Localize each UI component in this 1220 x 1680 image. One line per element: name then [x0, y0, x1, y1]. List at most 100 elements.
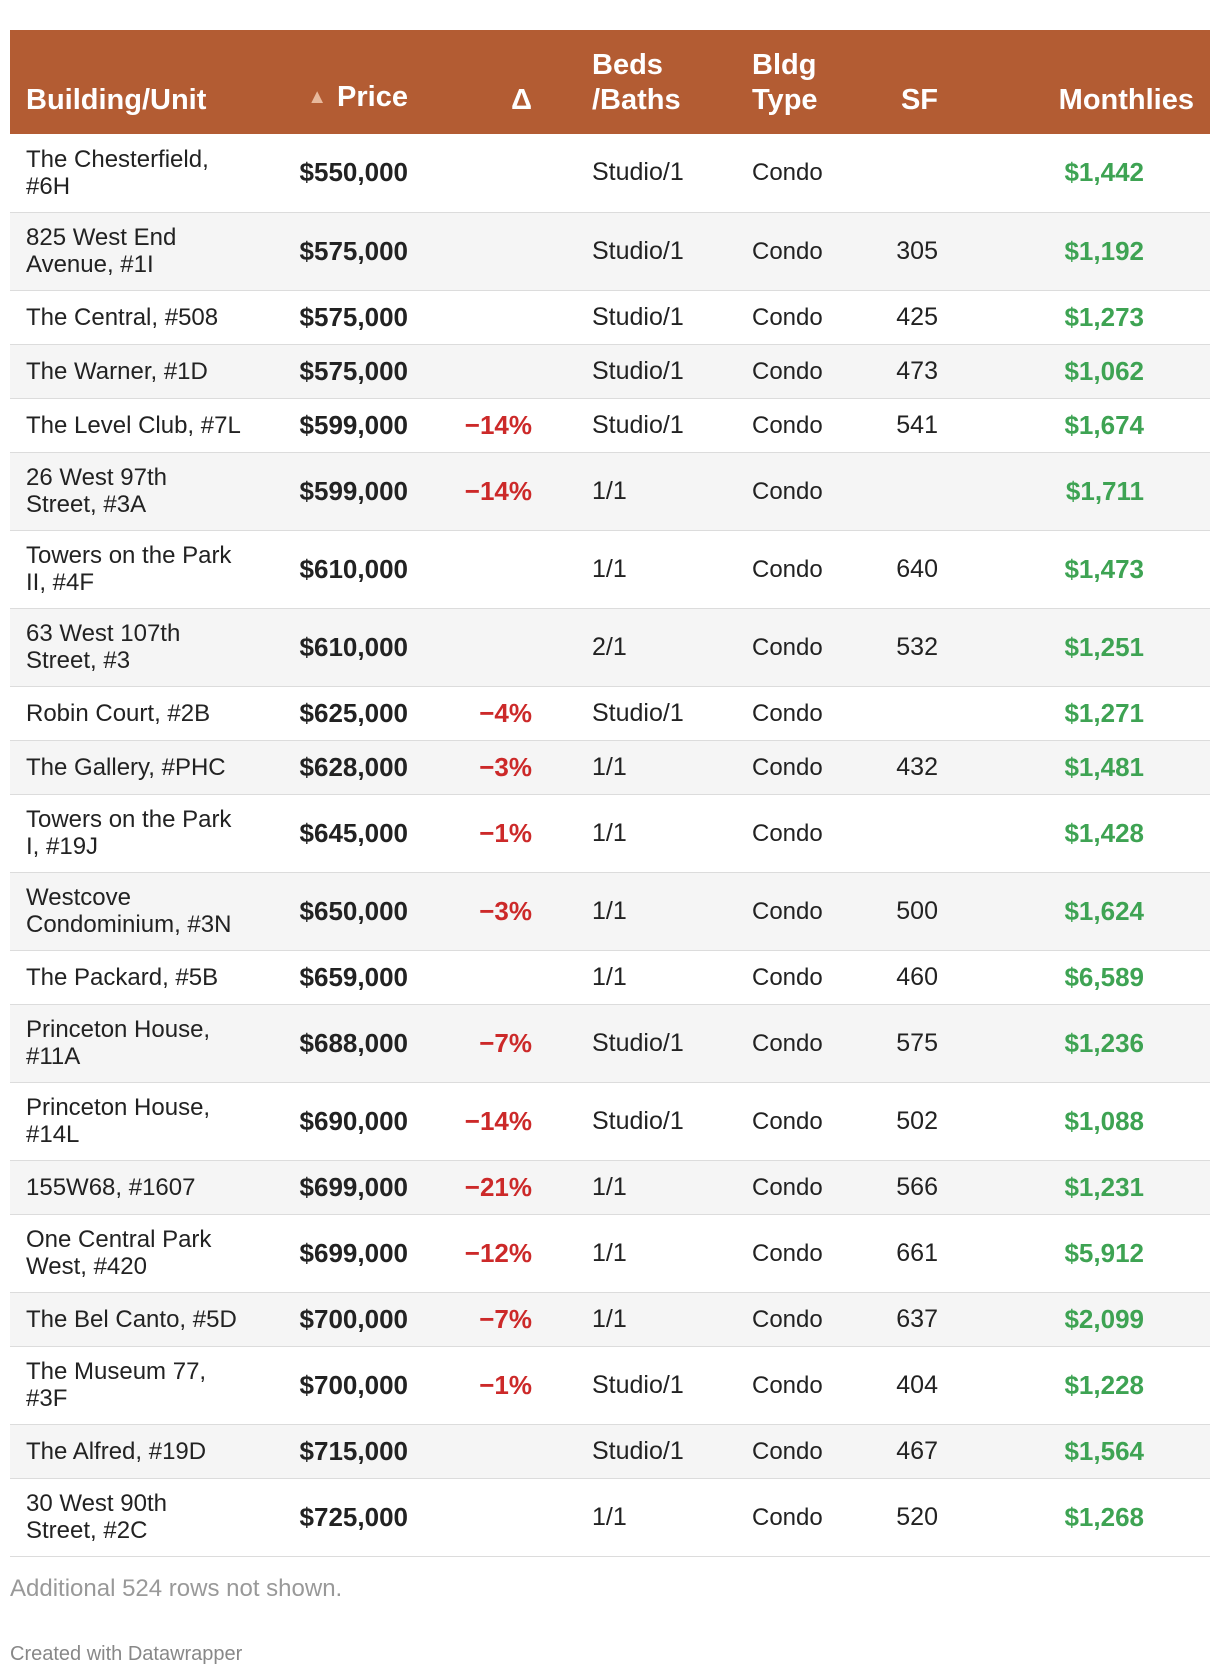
cell-building-line2: I, #19J: [26, 833, 99, 860]
cell-beds-value: Studio/1: [592, 1370, 684, 1399]
cell-delta-value: −3%: [479, 895, 532, 926]
cell-type-value: Condo: [752, 1173, 823, 1201]
table-row: Towers on the Park II, #4F $610,000 1/1 Cond…: [10, 530, 1210, 609]
cell-beds-baths: 1/1: [592, 950, 752, 1005]
cell-building-type: Condo: [752, 1346, 852, 1425]
column-header-monthlies[interactable]: Monthlies: [938, 30, 1210, 134]
cell-delta: −1%: [408, 794, 532, 873]
table-row: Princeton House, #14L $690,000 −14% Studio/1…: [10, 1082, 1210, 1161]
table-row: One Central Park West, #420 $699,000 −12% 1/…: [10, 1214, 1210, 1293]
cell-building-line2: #11A: [26, 1043, 81, 1070]
cell-building-line1: 30 West 90th: [26, 1490, 167, 1517]
cell-monthlies: $6,589: [938, 950, 1210, 1005]
cell-building-line2: Street, #3: [26, 647, 131, 674]
cell-monthlies-value: $1,442: [1064, 157, 1144, 188]
cell-beds-baths: 1/1: [592, 452, 752, 531]
cell-price-value: $700,000: [299, 1369, 408, 1400]
cell-price: $575,000: [280, 290, 408, 345]
cell-monthlies: $1,251: [938, 608, 1210, 687]
cell-building-line1: 825 West End: [26, 224, 177, 251]
cell-beds-value: Studio/1: [592, 356, 684, 385]
cell-sf: 566: [852, 1160, 938, 1215]
cell-monthlies-value: $1,062: [1064, 355, 1144, 386]
cell-price-value: $688,000: [299, 1027, 408, 1058]
cell-building: 26 West 97th Street, #3A: [10, 452, 280, 531]
cell-monthlies-value: $1,711: [1065, 475, 1144, 506]
cell-sf: 460: [852, 950, 938, 1005]
cell-price: $699,000: [280, 1214, 408, 1293]
cell-type-value: Condo: [752, 477, 823, 505]
cell-sf: 541: [852, 398, 938, 453]
cell-delta: −3%: [408, 872, 532, 951]
cell-beds-value: Studio/1: [592, 302, 684, 331]
cell-building-type: Condo: [752, 794, 852, 873]
cell-price-value: $610,000: [299, 631, 408, 662]
cell-sf: 432: [852, 740, 938, 795]
table-row: The Central, #508 $575,000 Studio/1 Condo 42…: [10, 290, 1210, 345]
cell-building: The Museum 77, #3F: [10, 1346, 280, 1425]
cell-type-value: Condo: [752, 357, 823, 385]
cell-monthlies-value: $1,251: [1064, 631, 1144, 662]
cell-price: $688,000: [280, 1004, 408, 1083]
cell-spacer: [532, 608, 592, 687]
cell-beds-baths: Studio/1: [592, 134, 752, 213]
cell-building: The Chesterfield, #6H: [10, 134, 280, 213]
cell-delta-value: −21%: [464, 1171, 532, 1202]
cell-price-value: $699,000: [299, 1237, 408, 1268]
table-row: The Alfred, #19D $715,000 Studio/1 Condo 467…: [10, 1424, 1210, 1479]
cell-type-value: Condo: [752, 1371, 823, 1399]
cell-beds-value: 2/1: [592, 632, 627, 661]
cell-building: Westcove Condominium, #3N: [10, 872, 280, 951]
cell-type-value: Condo: [752, 237, 823, 265]
cell-spacer: [532, 1478, 592, 1557]
cell-sf: 500: [852, 872, 938, 951]
cell-spacer: [532, 290, 592, 345]
cell-building-type: Condo: [752, 1424, 852, 1479]
cell-spacer: [532, 1292, 592, 1347]
cell-delta: −3%: [408, 740, 532, 795]
column-header-type-line2: Type: [752, 84, 818, 116]
cell-price: $699,000: [280, 1160, 408, 1215]
cell-monthlies-value: $1,428: [1064, 817, 1144, 848]
cell-type-value: Condo: [752, 963, 823, 991]
cell-delta: −14%: [408, 1082, 532, 1161]
sort-ascending-icon: ▲: [307, 86, 328, 108]
cell-monthlies: $1,473: [938, 530, 1210, 609]
column-header-building[interactable]: Building/Unit: [10, 30, 280, 134]
column-header-building-type[interactable]: Bldg Type: [752, 30, 852, 134]
cell-building: The Gallery, #PHC: [10, 740, 280, 795]
column-header-price-label: Price: [337, 81, 408, 113]
cell-beds-value: Studio/1: [592, 236, 684, 265]
cell-building-type: Condo: [752, 740, 852, 795]
cell-sf: 640: [852, 530, 938, 609]
table-header: Building/Unit ▲ Price Δ Beds/Baths Bldg Ty…: [10, 30, 1210, 134]
column-header-price[interactable]: ▲ Price: [280, 30, 408, 134]
cell-spacer: [532, 344, 592, 399]
cell-price-value: $610,000: [299, 553, 408, 584]
cell-building-line1: The Level Club, #7L: [26, 411, 241, 439]
cell-delta: [408, 1424, 532, 1479]
cell-building-line1: The Warner, #1D: [26, 357, 208, 385]
cell-type-value: Condo: [752, 555, 823, 583]
cell-building-line2: #6H: [26, 172, 71, 200]
column-header-beds-baths[interactable]: Beds/Baths: [592, 30, 752, 134]
cell-monthlies-value: $1,088: [1064, 1105, 1144, 1136]
cell-spacer: [532, 1346, 592, 1425]
cell-monthlies: $1,271: [938, 686, 1210, 741]
cell-type-value: Condo: [752, 699, 823, 727]
cell-delta: −4%: [408, 686, 532, 741]
cell-price: $610,000: [280, 608, 408, 687]
cell-monthlies: $1,273: [938, 290, 1210, 345]
cell-delta-value: −14%: [464, 475, 532, 506]
table-row: The Gallery, #PHC $628,000 −3% 1/1 Condo 432 $…: [10, 740, 1210, 795]
column-header-delta[interactable]: Δ: [408, 30, 532, 134]
cell-price-value: $699,000: [299, 1171, 408, 1202]
cell-building: The Packard, #5B: [10, 950, 280, 1005]
cell-beds-value: Studio/1: [592, 1436, 684, 1465]
cell-sf: 637: [852, 1292, 938, 1347]
cell-building-line1: Towers on the Park: [26, 542, 232, 569]
column-header-sf[interactable]: SF: [852, 30, 938, 134]
cell-delta: [408, 212, 532, 291]
cell-type-value: Condo: [752, 1437, 823, 1465]
cell-beds-value: Studio/1: [592, 158, 684, 187]
